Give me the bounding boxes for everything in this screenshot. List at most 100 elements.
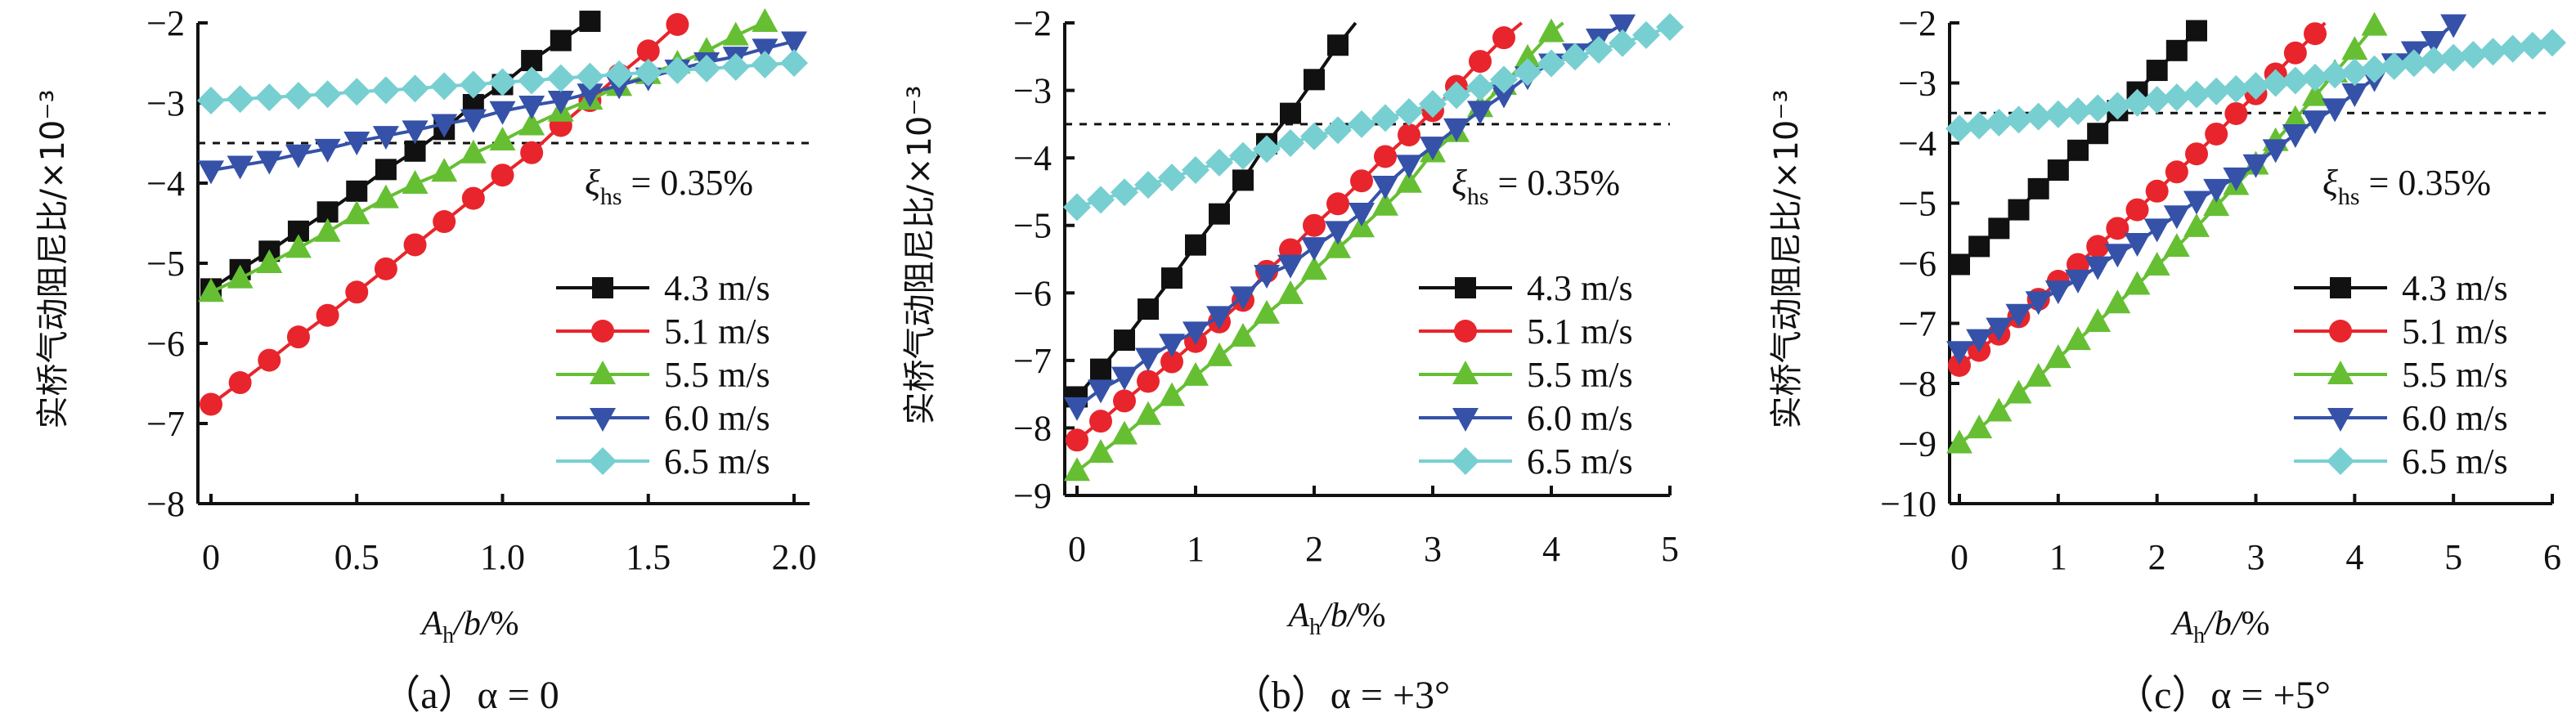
data-point bbox=[2341, 83, 2368, 107]
data-point bbox=[1948, 353, 1971, 377]
data-point bbox=[579, 11, 601, 33]
data-point bbox=[2104, 289, 2131, 314]
y-tick-label: −2 bbox=[1013, 3, 1052, 43]
legend-marker bbox=[1454, 320, 1477, 343]
x-axis-title: Ah/b/% bbox=[1286, 597, 1386, 640]
data-point bbox=[1632, 20, 1660, 49]
data-point bbox=[1396, 168, 1422, 193]
data-point bbox=[1396, 155, 1422, 179]
data-point bbox=[2340, 58, 2369, 87]
reference-annotation: ξhs = 0.35% bbox=[1452, 163, 1620, 210]
data-point bbox=[1230, 286, 1256, 311]
y-tick-label: −4 bbox=[146, 164, 185, 204]
data-point bbox=[1490, 65, 1518, 94]
x-tick-label: 3 bbox=[2247, 537, 2265, 577]
legend-label: 5.1 m/s bbox=[664, 311, 770, 352]
data-point bbox=[1230, 322, 1256, 347]
legend-item: 5.1 m/s bbox=[1419, 311, 1633, 352]
data-point bbox=[1066, 428, 1088, 452]
data-point bbox=[1538, 18, 1564, 43]
data-point bbox=[258, 348, 281, 372]
data-point bbox=[1206, 342, 1232, 366]
data-point bbox=[372, 184, 399, 208]
x-tick-label: 0.5 bbox=[334, 537, 379, 577]
data-point bbox=[402, 120, 429, 145]
data-point bbox=[2005, 379, 2032, 404]
data-point bbox=[1182, 156, 1209, 185]
series-4-3-m-s bbox=[1949, 20, 2207, 276]
data-point bbox=[2085, 308, 2112, 333]
y-tick-label: −6 bbox=[146, 324, 185, 364]
data-point bbox=[1232, 169, 1254, 191]
data-point bbox=[286, 325, 310, 349]
legend-marker bbox=[1452, 408, 1479, 432]
data-point bbox=[2103, 92, 2132, 120]
data-point bbox=[401, 74, 429, 103]
data-point bbox=[2281, 66, 2309, 95]
data-point bbox=[2044, 280, 2071, 305]
y-tick-label: −8 bbox=[1013, 408, 1052, 448]
data-point bbox=[2202, 77, 2231, 105]
x-axis-title: Ah/b/% bbox=[420, 605, 519, 648]
series-6-5-m-s bbox=[1945, 29, 2566, 143]
data-point bbox=[605, 60, 634, 88]
legend-item: 5.1 m/s bbox=[2294, 311, 2508, 352]
legend-marker bbox=[2330, 277, 2351, 298]
data-point bbox=[1537, 49, 1565, 78]
data-point bbox=[1183, 361, 1209, 386]
data-point bbox=[1492, 26, 1515, 50]
data-point bbox=[1372, 191, 1398, 216]
data-point bbox=[2261, 69, 2290, 97]
chart-panel-b: −2 −3 −4 −5 −6 −7 −8 −9 0 1 2 3 4 5 ξhs = 0.35% 4.3 m/s… bbox=[901, 3, 1684, 717]
data-point bbox=[1205, 148, 1233, 177]
data-point bbox=[1988, 217, 2010, 240]
data-point bbox=[1254, 299, 1280, 324]
data-point bbox=[2203, 178, 2230, 203]
data-point bbox=[1161, 267, 1183, 289]
x-tick-label: 2 bbox=[2148, 537, 2166, 577]
legend-marker bbox=[2327, 447, 2354, 475]
data-point bbox=[1561, 43, 1589, 71]
x-tick-label: 1.0 bbox=[480, 537, 525, 577]
data-point bbox=[1300, 122, 1328, 150]
y-tick-label: −3 bbox=[1898, 64, 1936, 104]
data-point bbox=[1185, 234, 1206, 256]
data-point bbox=[518, 111, 545, 136]
x-tick-label: 4 bbox=[1542, 529, 1560, 569]
panel-caption: （a）α = 0 bbox=[381, 674, 559, 717]
y-tick-label: −10 bbox=[1880, 484, 1936, 524]
data-point bbox=[2380, 52, 2408, 80]
legend-marker bbox=[590, 408, 616, 432]
data-point bbox=[1064, 457, 1090, 482]
data-point bbox=[577, 83, 604, 108]
data-point bbox=[1348, 110, 1376, 138]
data-point bbox=[2223, 167, 2250, 191]
data-point bbox=[2163, 205, 2190, 230]
data-point bbox=[1064, 397, 1090, 421]
legend-label: 5.5 m/s bbox=[2402, 355, 2508, 395]
y-tick-label: −4 bbox=[1898, 123, 1936, 164]
data-point bbox=[461, 186, 485, 210]
data-point bbox=[2301, 63, 2329, 92]
data-point bbox=[752, 38, 779, 63]
legend-item: 6.0 m/s bbox=[1419, 398, 1633, 438]
y-tick-label: −8 bbox=[1898, 364, 1936, 404]
data-point bbox=[2185, 142, 2208, 166]
data-point bbox=[1113, 389, 1136, 413]
data-point bbox=[2067, 139, 2089, 161]
data-point bbox=[1374, 145, 1397, 168]
data-point bbox=[1949, 253, 1970, 276]
legend-item: 4.3 m/s bbox=[2294, 268, 2508, 308]
data-point bbox=[491, 164, 514, 187]
data-point bbox=[1280, 102, 1301, 124]
series-5-5-m-s bbox=[1946, 11, 2388, 454]
legend-label: 6.5 m/s bbox=[2402, 441, 2508, 482]
legend-marker bbox=[2327, 361, 2354, 384]
legend-label: 4.3 m/s bbox=[2402, 268, 2508, 308]
data-point bbox=[2322, 98, 2349, 123]
legend-marker bbox=[2327, 408, 2354, 432]
legend-item: 6.5 m/s bbox=[1419, 441, 1633, 482]
data-point bbox=[666, 12, 689, 36]
data-point bbox=[2262, 139, 2289, 164]
y-axis-title: 实桥气动阻尼比/×10⁻³ bbox=[34, 89, 72, 428]
